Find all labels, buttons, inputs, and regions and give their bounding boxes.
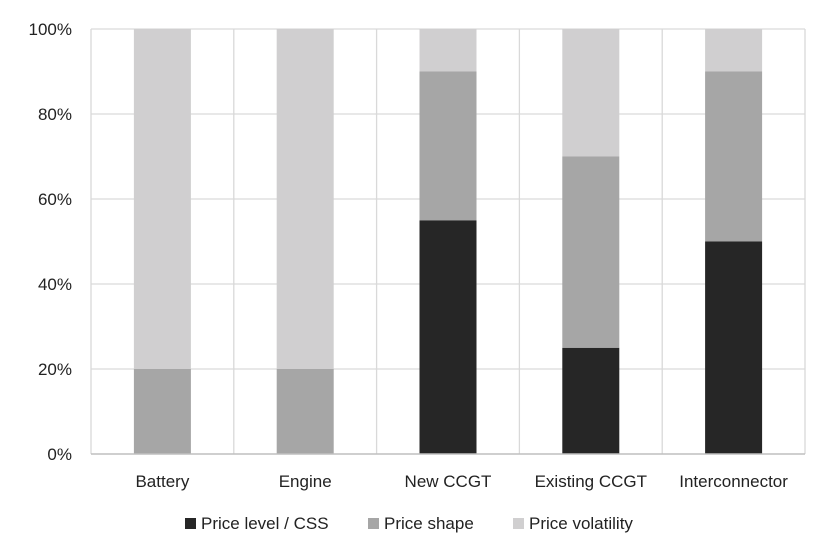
bar-segment [419, 29, 477, 72]
legend-swatch [185, 518, 196, 529]
y-tick-label: 100% [29, 20, 72, 39]
x-tick-label: Existing CCGT [535, 472, 647, 491]
bar-segment [276, 29, 334, 369]
bar-segment [276, 369, 334, 454]
bar-segment [562, 347, 620, 454]
bar-segment [419, 71, 477, 221]
bar-segment [705, 29, 763, 72]
legend-label: Price volatility [529, 514, 633, 533]
bar-segment [562, 29, 620, 157]
legend-label: Price level / CSS [201, 514, 329, 533]
legend-swatch [513, 518, 524, 529]
y-tick-label: 40% [38, 275, 72, 294]
legend-label: Price shape [384, 514, 474, 533]
x-tick-label: Interconnector [679, 472, 788, 491]
bar-segment [562, 156, 620, 348]
y-tick-label: 20% [38, 360, 72, 379]
bar-segment [133, 29, 191, 369]
y-tick-label: 60% [38, 190, 72, 209]
y-tick-label: 80% [38, 105, 72, 124]
bar-segment [419, 220, 477, 454]
x-tick-label: Engine [279, 472, 332, 491]
x-tick-label: New CCGT [405, 472, 492, 491]
y-tick-label: 0% [47, 445, 72, 464]
bar-segment [705, 241, 763, 454]
legend-swatch [368, 518, 379, 529]
bar-segment [705, 71, 763, 242]
x-tick-label: Battery [135, 472, 189, 491]
bar-segment [133, 369, 191, 454]
